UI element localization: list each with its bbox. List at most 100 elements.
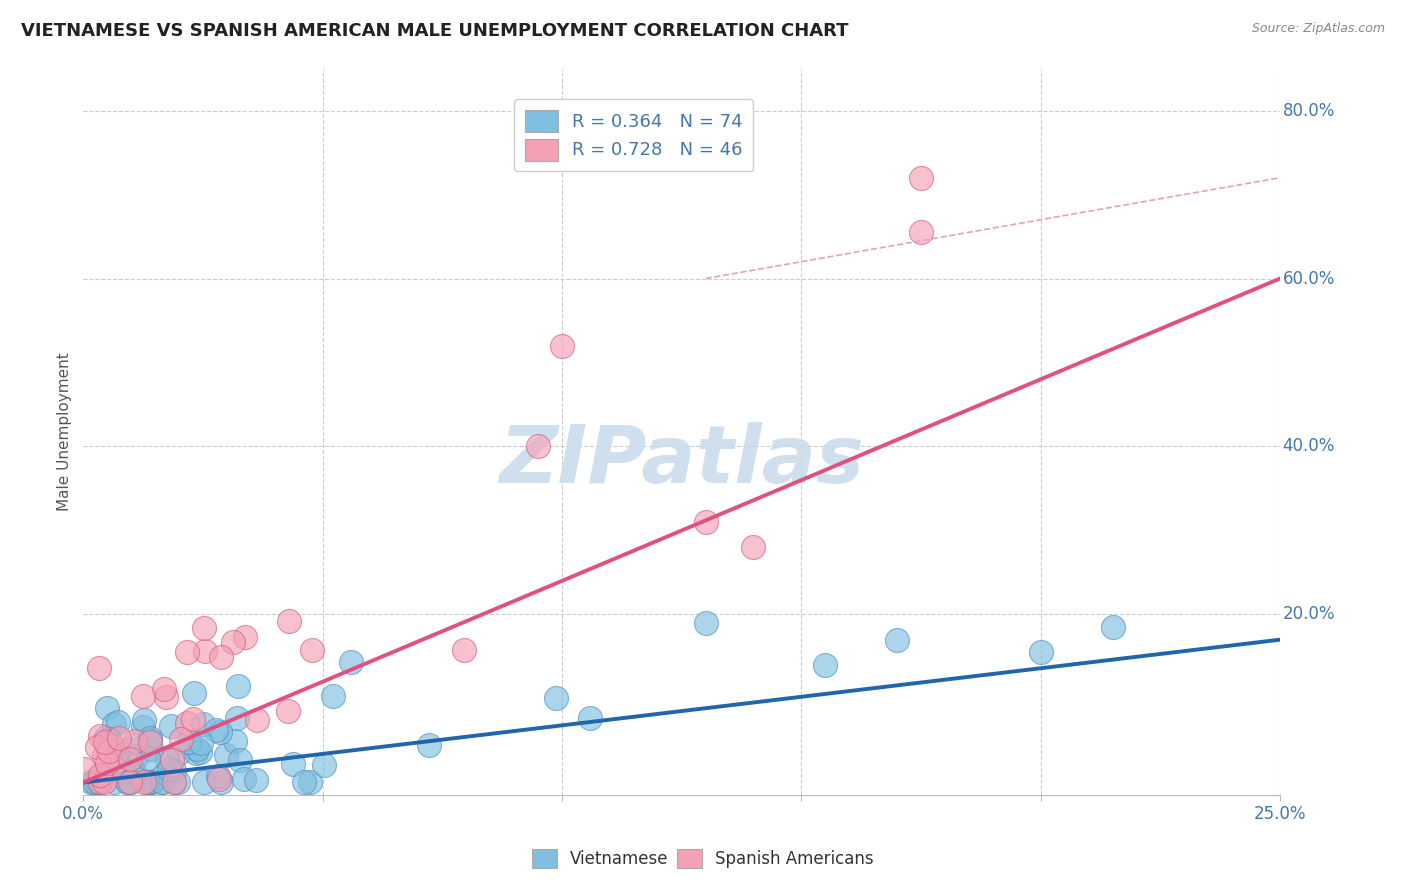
Point (695, 615, 717, 630)
Point (225, 710, 247, 724)
Point (132, 720, 155, 734)
Point (527, 440, 550, 454)
Text: 60.0%: 60.0% (1282, 269, 1334, 287)
Point (115, 774, 138, 789)
Point (176, 715, 198, 730)
Point (139, 734, 162, 748)
Point (188, 746, 211, 760)
Point (101, 760, 124, 774)
Point (160, 719, 183, 733)
Point (177, 735, 200, 749)
Point (162, 775, 184, 789)
Point (190, 735, 212, 749)
Point (222, 635, 245, 649)
Legend: R = 0.364   N = 74, R = 0.728   N = 46: R = 0.364 N = 74, R = 0.728 N = 46 (515, 99, 754, 171)
Point (118, 752, 141, 766)
Point (163, 764, 186, 778)
Point (1101, 620, 1123, 634)
Point (103, 739, 125, 754)
Point (207, 769, 229, 783)
Point (211, 775, 233, 789)
Point (742, 541, 765, 555)
Point (194, 644, 217, 658)
Point (87, 661, 110, 675)
Point (89, 768, 111, 782)
Point (246, 713, 269, 727)
Point (138, 775, 160, 789)
Point (224, 733, 246, 747)
Point (418, 739, 440, 753)
Point (122, 764, 145, 779)
Point (233, 630, 256, 644)
Point (136, 775, 159, 789)
Point (277, 704, 299, 718)
Point (93, 774, 115, 789)
Point (579, 711, 602, 725)
Point (87, 775, 110, 789)
Point (193, 775, 215, 789)
Text: Source: ZipAtlas.com: Source: ZipAtlas.com (1251, 22, 1385, 36)
Point (93, 749, 115, 764)
Point (245, 773, 267, 788)
Point (132, 775, 155, 789)
Point (157, 763, 180, 777)
Point (209, 725, 232, 739)
Point (73, 762, 96, 776)
Point (96, 756, 118, 770)
Point (132, 713, 155, 727)
Point (183, 686, 205, 700)
Point (124, 733, 146, 747)
Point (695, 515, 717, 529)
Point (186, 746, 208, 760)
Point (301, 643, 323, 657)
Point (132, 690, 155, 704)
Point (226, 679, 249, 693)
Text: ZIPatlas: ZIPatlas (499, 422, 865, 500)
Point (209, 649, 232, 664)
Point (551, 339, 574, 353)
Legend: Vietnamese, Spanish Americans: Vietnamese, Spanish Americans (526, 843, 880, 875)
Y-axis label: Male Unemployment: Male Unemployment (58, 352, 72, 511)
Point (278, 614, 301, 628)
Point (150, 775, 173, 789)
Point (117, 775, 139, 789)
Point (108, 731, 131, 745)
Point (204, 723, 226, 738)
Point (122, 769, 145, 783)
Point (87, 775, 110, 789)
Point (910, 170, 932, 185)
Text: 80.0%: 80.0% (1282, 102, 1334, 120)
Point (193, 621, 215, 635)
Point (89, 729, 111, 743)
Point (340, 655, 363, 669)
Point (91, 769, 114, 783)
Point (118, 741, 141, 756)
Point (191, 716, 214, 731)
Point (163, 775, 186, 789)
Point (1029, 645, 1052, 659)
Point (152, 681, 174, 696)
Point (138, 733, 160, 747)
Point (86, 740, 108, 755)
Point (546, 690, 568, 705)
Point (176, 645, 198, 659)
Point (141, 775, 163, 789)
Point (228, 753, 250, 767)
Text: VIETNAMESE VS SPANISH AMERICAN MALE UNEMPLOYMENT CORRELATION CHART: VIETNAMESE VS SPANISH AMERICAN MALE UNEM… (21, 22, 849, 40)
Point (160, 753, 183, 767)
Point (96, 701, 118, 715)
Point (118, 775, 141, 789)
Point (105, 746, 128, 760)
Point (232, 772, 254, 786)
Point (96, 730, 118, 744)
Point (120, 775, 142, 789)
Point (83, 775, 105, 789)
Point (167, 746, 190, 760)
Point (97, 744, 120, 758)
Point (886, 632, 908, 647)
Point (112, 764, 135, 778)
Point (89, 775, 111, 789)
Point (215, 748, 238, 763)
Point (103, 717, 125, 731)
Point (155, 690, 177, 705)
